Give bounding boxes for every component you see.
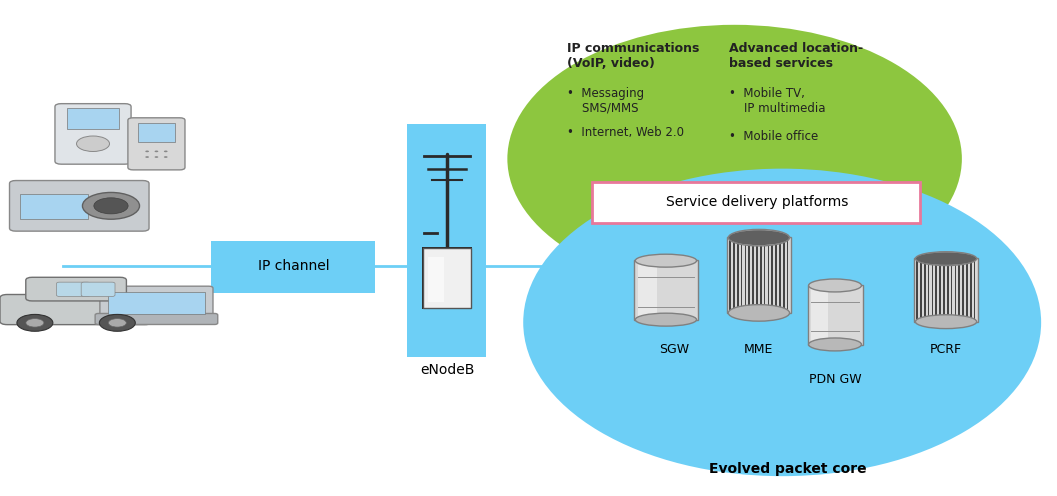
Bar xyxy=(962,259,964,321)
Bar xyxy=(940,259,941,321)
Bar xyxy=(954,259,957,321)
Bar xyxy=(775,239,777,312)
Bar xyxy=(741,239,742,312)
FancyBboxPatch shape xyxy=(20,194,88,219)
FancyBboxPatch shape xyxy=(81,282,115,297)
Bar xyxy=(947,259,948,321)
Text: PCRF: PCRF xyxy=(930,343,962,356)
Text: SGW: SGW xyxy=(660,343,689,356)
Bar xyxy=(779,239,781,312)
Bar xyxy=(924,259,926,321)
Bar xyxy=(729,239,730,312)
Ellipse shape xyxy=(915,315,977,329)
Bar xyxy=(756,239,758,312)
FancyBboxPatch shape xyxy=(55,104,131,164)
Circle shape xyxy=(154,156,159,158)
Ellipse shape xyxy=(507,25,962,293)
Bar xyxy=(211,241,375,293)
Bar xyxy=(737,239,739,312)
Bar xyxy=(428,257,444,302)
Bar xyxy=(744,239,746,312)
Circle shape xyxy=(82,192,140,219)
FancyBboxPatch shape xyxy=(10,181,149,231)
Ellipse shape xyxy=(915,252,977,265)
Circle shape xyxy=(145,156,149,158)
Circle shape xyxy=(108,318,126,327)
Bar xyxy=(422,247,472,309)
FancyBboxPatch shape xyxy=(56,282,90,297)
Circle shape xyxy=(94,198,128,214)
Circle shape xyxy=(25,318,43,327)
FancyBboxPatch shape xyxy=(808,285,863,345)
Bar xyxy=(783,239,784,312)
FancyBboxPatch shape xyxy=(0,295,152,324)
Bar xyxy=(748,239,750,312)
Bar xyxy=(772,239,773,312)
Ellipse shape xyxy=(809,338,861,351)
Bar xyxy=(786,239,789,312)
Circle shape xyxy=(154,150,159,152)
Text: Service delivery platforms: Service delivery platforms xyxy=(666,195,848,209)
Ellipse shape xyxy=(809,279,861,292)
FancyBboxPatch shape xyxy=(108,292,205,314)
FancyBboxPatch shape xyxy=(95,313,218,324)
Text: eNodeB: eNodeB xyxy=(420,363,475,376)
Bar xyxy=(753,239,754,312)
Text: Advanced location-
based services: Advanced location- based services xyxy=(729,42,864,70)
Bar xyxy=(966,259,968,321)
FancyBboxPatch shape xyxy=(423,248,471,308)
Circle shape xyxy=(76,136,110,151)
FancyBboxPatch shape xyxy=(138,123,174,142)
Bar xyxy=(764,239,765,312)
Bar xyxy=(767,239,769,312)
Circle shape xyxy=(145,150,149,152)
Text: PDN GW: PDN GW xyxy=(809,373,861,386)
FancyBboxPatch shape xyxy=(99,286,214,317)
Bar xyxy=(959,259,960,321)
FancyBboxPatch shape xyxy=(914,258,978,322)
Text: •  Mobile TV,
    IP multimedia: • Mobile TV, IP multimedia xyxy=(729,87,826,115)
FancyBboxPatch shape xyxy=(592,182,920,223)
Ellipse shape xyxy=(729,230,789,245)
FancyBboxPatch shape xyxy=(811,289,828,342)
Ellipse shape xyxy=(728,305,790,321)
FancyBboxPatch shape xyxy=(634,260,698,320)
Circle shape xyxy=(99,314,135,331)
Text: Evolved packet core: Evolved packet core xyxy=(708,462,867,476)
FancyBboxPatch shape xyxy=(67,109,119,129)
Ellipse shape xyxy=(635,313,697,326)
Ellipse shape xyxy=(635,254,697,267)
Text: •  Mobile office: • Mobile office xyxy=(729,130,818,143)
FancyBboxPatch shape xyxy=(727,237,791,313)
Ellipse shape xyxy=(728,229,790,246)
FancyBboxPatch shape xyxy=(128,118,185,170)
Bar xyxy=(951,259,952,321)
Bar xyxy=(916,259,917,321)
Bar xyxy=(921,259,922,321)
Bar xyxy=(935,259,938,321)
FancyBboxPatch shape xyxy=(25,277,127,301)
Bar xyxy=(734,239,735,312)
Circle shape xyxy=(17,314,53,331)
Bar xyxy=(928,259,929,321)
Circle shape xyxy=(164,156,168,158)
Bar xyxy=(931,259,933,321)
FancyBboxPatch shape xyxy=(637,264,657,317)
Bar xyxy=(407,124,486,357)
Text: IP channel: IP channel xyxy=(258,259,330,273)
Text: IP communications
(VoIP, video): IP communications (VoIP, video) xyxy=(567,42,699,70)
Text: •  Messaging
    SMS/MMS: • Messaging SMS/MMS xyxy=(567,87,644,115)
Ellipse shape xyxy=(916,252,976,265)
Circle shape xyxy=(164,150,168,152)
Bar xyxy=(970,259,971,321)
Ellipse shape xyxy=(523,169,1041,476)
Bar xyxy=(943,259,945,321)
Text: MME: MME xyxy=(744,343,774,356)
Text: •  Internet, Web 2.0: • Internet, Web 2.0 xyxy=(567,126,684,139)
Bar xyxy=(973,259,976,321)
Bar xyxy=(760,239,761,312)
